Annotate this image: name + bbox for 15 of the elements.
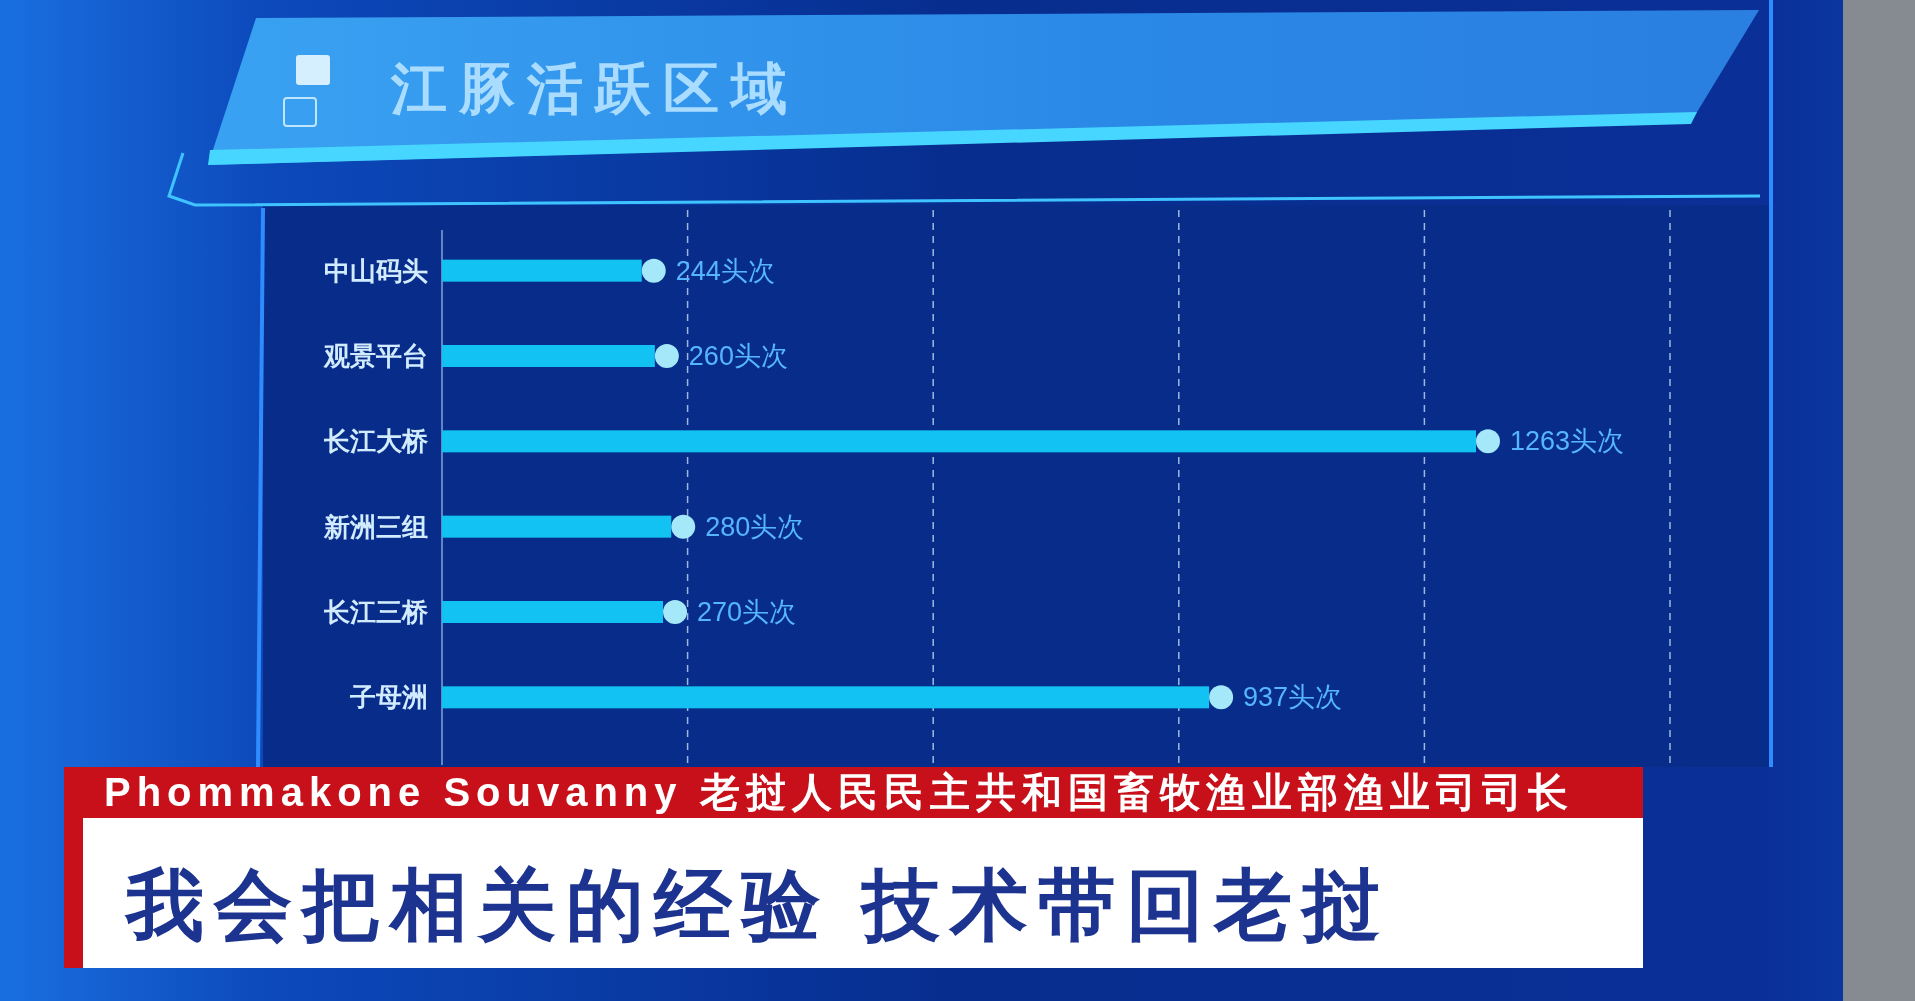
category-label: 新洲三组: [324, 511, 428, 542]
annotation: 我会把相关的经验 技术带回老挝: [126, 861, 1390, 949]
category-label: 子母洲: [350, 682, 428, 713]
data-label: 937头次: [1243, 682, 1343, 713]
category-label: 观景平台: [324, 341, 428, 371]
data-label: 260头次: [688, 341, 788, 371]
annotation: Phommakone Souvanny 老挝人民民主共和国畜牧渔业部渔业司司长: [104, 770, 1574, 814]
data-label: 244头次: [675, 255, 775, 286]
category-label: 长江大桥: [324, 426, 428, 457]
data-label: 1263头次: [1510, 426, 1625, 457]
category-label: 中山码头: [324, 255, 428, 286]
data-label: 280头次: [705, 511, 805, 542]
data-label: 270头次: [697, 597, 797, 627]
category-label: 长江三桥: [324, 597, 428, 627]
title: 江豚活跃区域: [391, 57, 799, 120]
